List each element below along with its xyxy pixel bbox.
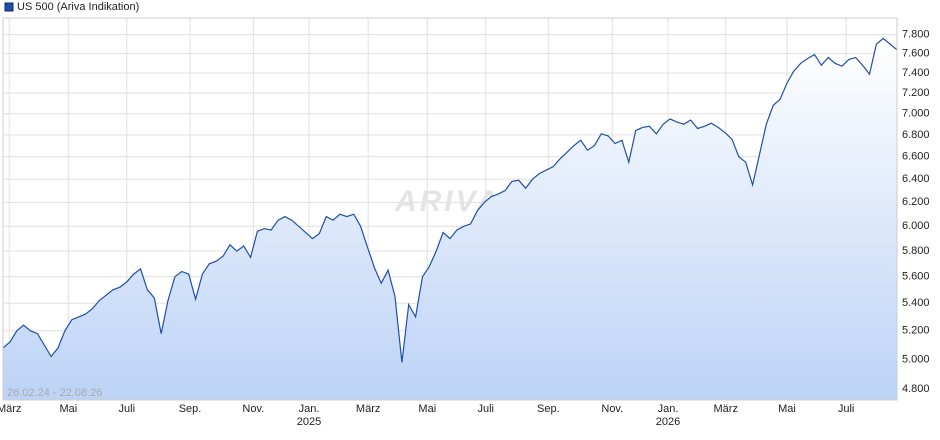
legend-label: US 500 (Ariva Indikation)	[17, 1, 139, 13]
x-tick-label: Sep.	[178, 403, 202, 415]
y-tick-label: 6.000	[902, 220, 930, 232]
x-tick-label: Jan. 2026	[655, 403, 681, 428]
x-tick-label: Mai	[418, 403, 437, 415]
x-tick-label: Juli	[837, 403, 855, 415]
x-tick-label: Mai	[59, 403, 78, 415]
y-tick-label: 7.800	[902, 29, 930, 41]
x-tick-label: Juli	[477, 403, 494, 415]
y-tick-label: 5.600	[902, 271, 930, 283]
legend-swatch	[4, 2, 14, 12]
y-tick-label: 6.200	[902, 196, 930, 208]
y-tick-label: 4.800	[902, 383, 930, 395]
line	[2, 37, 898, 363]
plot-border	[2, 17, 898, 401]
x-tick-label: Nov.	[242, 403, 265, 415]
y-tick-label: 7.200	[902, 87, 930, 99]
y-tick-label: 7.400	[902, 67, 930, 79]
x-tick-label: März	[355, 403, 381, 415]
x-tick-label: März	[713, 403, 738, 415]
date-range: 26.02.24 - 22.08.26	[7, 387, 102, 399]
x-tick-label: Sep.	[537, 403, 560, 415]
area	[3, 38, 897, 401]
x-tick-label: Nov.	[601, 403, 624, 415]
x-tick-label: Jan. 2025	[296, 403, 322, 428]
x-tick-label: März	[0, 403, 22, 415]
y-tick-label: 7.600	[902, 48, 930, 60]
y-tick-label: 5.400	[902, 297, 930, 309]
y-tick-label: 6.400	[902, 173, 930, 185]
y-tick-label: 5.200	[902, 325, 930, 337]
y-tick-label: 5.000	[902, 353, 930, 365]
x-tick-label: Mai	[778, 403, 796, 415]
y-tick-label: 6.600	[902, 151, 930, 163]
y-tick-label: 7.000	[902, 108, 930, 120]
y-tick-label: 6.800	[902, 129, 930, 141]
y-tick-label: 5.800	[902, 245, 930, 257]
x-tick-label: Juli	[118, 403, 136, 415]
